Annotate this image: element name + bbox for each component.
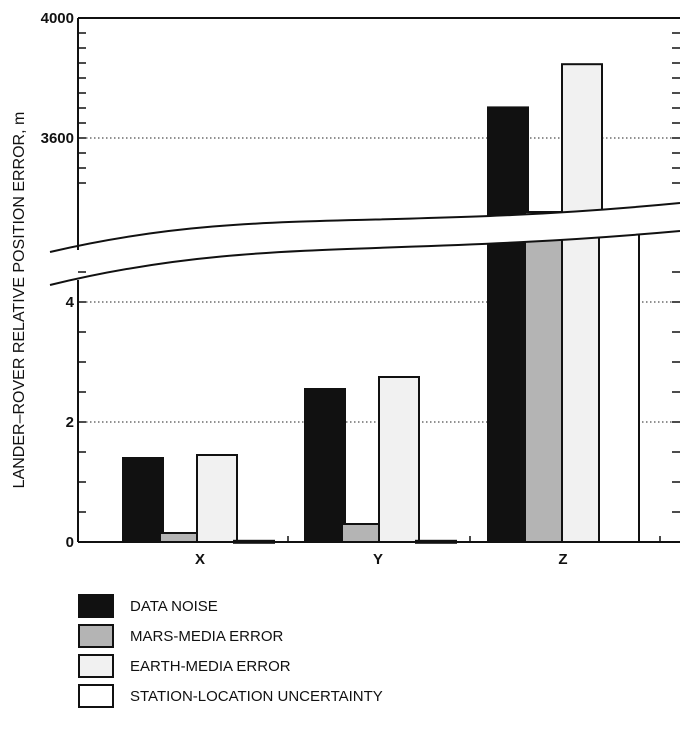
bar-data-noise-y — [304, 388, 346, 543]
bar-earth-media-error-z — [561, 63, 603, 543]
legend-swatch-data-noise — [78, 594, 114, 618]
bar-earth-media-error-y — [378, 376, 420, 543]
y-tick-label-4: 4 — [66, 294, 75, 311]
legend-label-station-location-uncertainty: STATION-LOCATION UNCERTAINTY — [130, 688, 383, 705]
x-category-label-y: Y — [373, 551, 383, 568]
y-axis-title: LANDER–ROVER RELATIVE POSITION ERROR, m — [11, 112, 28, 489]
y-tick-label-0: 0 — [66, 534, 74, 551]
legend-swatch-earth-media-error — [78, 654, 114, 678]
legend: DATA NOISE MARS-MEDIA ERROR EARTH-MEDIA … — [78, 594, 478, 714]
legend-label-data-noise: DATA NOISE — [130, 598, 218, 615]
axes — [77, 17, 680, 543]
bar-earth-media-error-x — [196, 454, 238, 543]
legend-item-data-noise: DATA NOISE — [78, 594, 478, 620]
axis-break — [49, 202, 680, 286]
legend-item-station-location-uncertainty: STATION-LOCATION UNCERTAINTY — [78, 684, 478, 710]
axis-break-band — [50, 203, 680, 285]
bar-mars-media-error-y — [341, 523, 383, 543]
bar-mars-media-error-z — [524, 211, 566, 543]
axis-break-line-bottom — [49, 230, 680, 286]
x-category-label-z: Z — [558, 551, 567, 568]
legend-swatch-mars-media-error — [78, 624, 114, 648]
legend-label-mars-media-error: MARS-MEDIA ERROR — [130, 628, 284, 645]
bar-data-noise-x — [122, 457, 164, 543]
x-category-label-x: X — [195, 551, 205, 568]
y-tick-label-4000: 4000 — [41, 10, 74, 27]
tick-labels: 0 2 4 3600 4000 X Y Z — [41, 10, 568, 568]
legend-swatch-station-location-uncertainty — [78, 684, 114, 708]
bar-data-noise-z — [487, 106, 529, 544]
legend-item-mars-media-error: MARS-MEDIA ERROR — [78, 624, 478, 650]
legend-label-earth-media-error: EARTH-MEDIA ERROR — [130, 658, 291, 675]
bar-mars-media-error-x — [159, 532, 201, 543]
bars — [122, 63, 640, 544]
y-tick-label-2: 2 — [66, 414, 74, 431]
legend-item-earth-media-error: EARTH-MEDIA ERROR — [78, 654, 478, 680]
bar-station-location-uncertainty-z — [598, 211, 640, 543]
axis-break-line-top — [49, 202, 680, 253]
y-tick-label-3600: 3600 — [41, 130, 74, 147]
